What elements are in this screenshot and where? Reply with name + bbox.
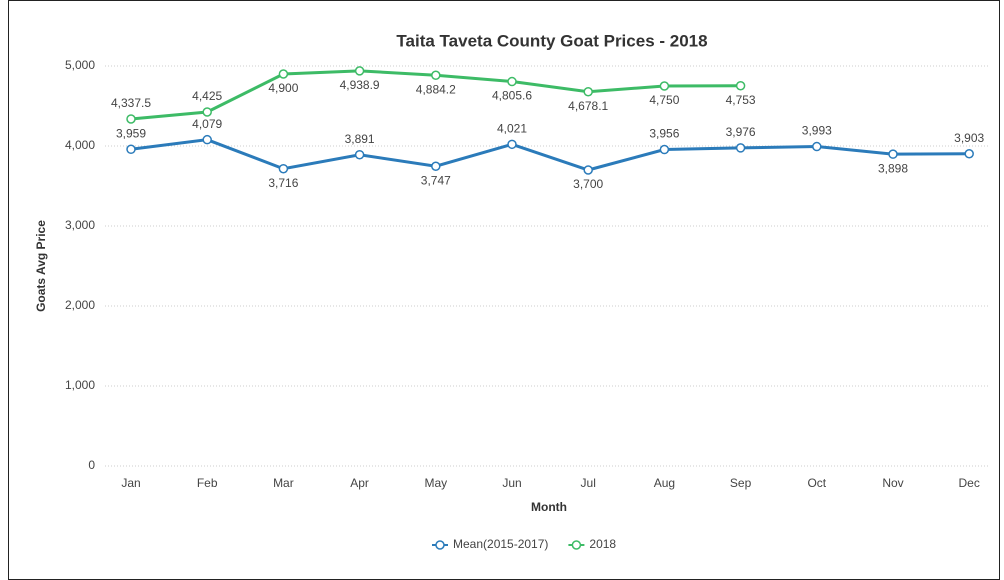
chart-title: Taita Taveta County Goat Prices - 2018 <box>396 31 707 50</box>
data-label: 3,700 <box>573 177 603 191</box>
data-label: 3,993 <box>802 124 832 138</box>
data-point <box>659 144 670 155</box>
x-tick-label: Sep <box>730 476 752 490</box>
data-point <box>812 141 822 152</box>
data-label: 4,753 <box>726 93 756 107</box>
data-point <box>735 143 746 153</box>
legend-marker <box>435 540 445 550</box>
x-tick-label: Apr <box>350 476 369 490</box>
data-point <box>583 87 593 97</box>
data-point <box>354 149 365 160</box>
data-point <box>126 114 136 124</box>
y-tick-label: 3,000 <box>65 218 95 232</box>
data-point <box>202 134 212 145</box>
data-label: 4,938.9 <box>340 78 380 92</box>
legend-label: 2018 <box>589 537 616 551</box>
data-label: 4,425 <box>192 89 222 103</box>
data-label: 3,716 <box>268 176 298 190</box>
x-tick-label: Jan <box>121 476 140 490</box>
data-label: 3,903 <box>954 131 984 145</box>
x-tick-label: Jul <box>581 476 596 490</box>
data-point <box>126 144 136 155</box>
data-point <box>735 81 746 91</box>
data-point <box>583 165 593 175</box>
x-tick-label: Jun <box>502 476 521 490</box>
legend-marker <box>571 540 582 550</box>
frame <box>8 0 1000 580</box>
data-point <box>507 76 517 87</box>
data-point <box>278 163 289 174</box>
x-tick-label: May <box>424 476 447 490</box>
data-point <box>354 66 365 76</box>
y-tick-label: 2,000 <box>65 298 95 312</box>
y-axis-title: Goats Avg Price <box>34 220 48 312</box>
data-point <box>888 149 898 159</box>
data-point <box>278 69 289 79</box>
data-point <box>964 149 974 159</box>
data-label: 3,891 <box>345 132 375 146</box>
data-label: 3,747 <box>421 173 451 187</box>
data-label: 4,021 <box>497 121 527 135</box>
x-tick-label: Nov <box>882 476 903 490</box>
y-tick-label: 1,000 <box>65 378 95 392</box>
data-label: 4,805.6 <box>492 89 532 103</box>
data-label: 4,750 <box>649 93 679 107</box>
y-tick-label: 5,000 <box>65 58 95 72</box>
data-label: 4,337.5 <box>111 96 151 110</box>
data-label: 3,959 <box>116 126 146 140</box>
data-point <box>431 70 441 81</box>
x-tick-label: Dec <box>959 476 980 490</box>
data-label: 3,976 <box>726 125 756 139</box>
x-axis-title: Month <box>531 500 567 514</box>
data-label: 4,884.2 <box>416 82 456 96</box>
data-point <box>659 81 670 91</box>
y-tick-label: 0 <box>88 458 95 472</box>
data-label: 3,956 <box>649 127 679 141</box>
x-tick-label: Feb <box>197 476 218 490</box>
data-label: 4,900 <box>268 81 298 95</box>
data-point <box>507 139 517 150</box>
data-point <box>431 161 441 171</box>
series-line <box>130 138 970 172</box>
data-point <box>202 107 212 117</box>
legend-label: Mean(2015-2017) <box>453 537 548 551</box>
data-label: 3,898 <box>878 161 908 175</box>
x-tick-label: Aug <box>654 476 675 490</box>
x-tick-label: Mar <box>273 476 294 490</box>
y-tick-label: 4,000 <box>65 138 95 152</box>
x-tick-label: Oct <box>807 476 826 490</box>
data-label: 4,079 <box>192 117 222 131</box>
data-label: 4,678.1 <box>568 99 608 113</box>
